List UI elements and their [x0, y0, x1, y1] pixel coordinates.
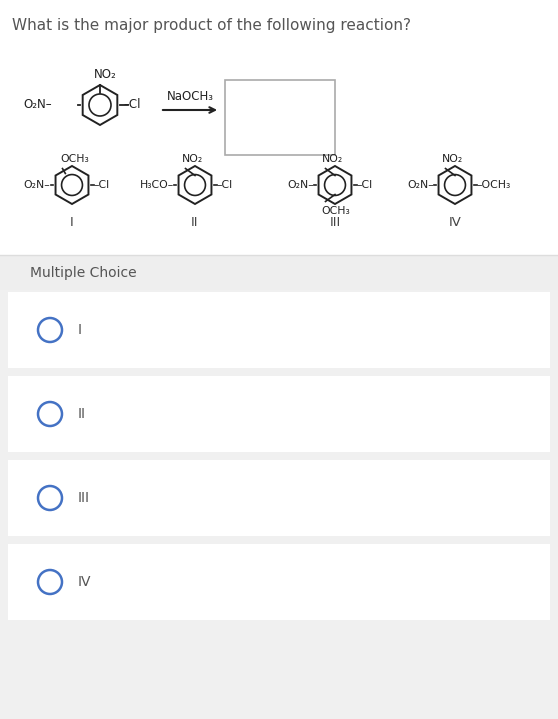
Text: NO₂: NO₂ — [94, 68, 117, 81]
Text: I: I — [78, 323, 82, 337]
Text: NO₂: NO₂ — [181, 154, 203, 163]
Text: –Cl: –Cl — [216, 180, 232, 190]
Text: III: III — [329, 216, 340, 229]
Text: What is the major product of the following reaction?: What is the major product of the followi… — [12, 18, 411, 33]
Text: II: II — [191, 216, 199, 229]
Bar — [8, 292, 550, 368]
Text: Multiple Choice: Multiple Choice — [30, 265, 137, 280]
Text: O₂N–: O₂N– — [23, 99, 52, 111]
Text: O₂N–: O₂N– — [407, 180, 434, 190]
Text: NaOCH₃: NaOCH₃ — [166, 89, 214, 103]
Bar — [0, 0, 558, 250]
Text: NO₂: NO₂ — [321, 154, 343, 163]
Bar — [8, 544, 550, 620]
Bar — [0, 265, 558, 719]
Text: –Cl: –Cl — [356, 180, 372, 190]
Bar — [0, 255, 558, 290]
Text: O₂N–: O₂N– — [287, 180, 314, 190]
Text: H₃CO–: H₃CO– — [140, 180, 174, 190]
Text: –OCH₃: –OCH₃ — [476, 180, 510, 190]
Text: –Cl: –Cl — [123, 99, 141, 111]
Text: IV: IV — [449, 216, 461, 229]
Text: O₂N–: O₂N– — [23, 180, 50, 190]
Text: III: III — [78, 491, 90, 505]
Text: OCH₃: OCH₃ — [60, 154, 89, 163]
Text: IV: IV — [78, 575, 92, 589]
Bar — [8, 460, 550, 536]
Text: OCH₃: OCH₃ — [321, 206, 350, 216]
Text: II: II — [78, 407, 86, 421]
Text: –Cl: –Cl — [93, 180, 109, 190]
Text: I: I — [70, 216, 74, 229]
Bar — [225, 80, 335, 155]
Text: NO₂: NO₂ — [441, 154, 463, 163]
Bar — [8, 376, 550, 452]
